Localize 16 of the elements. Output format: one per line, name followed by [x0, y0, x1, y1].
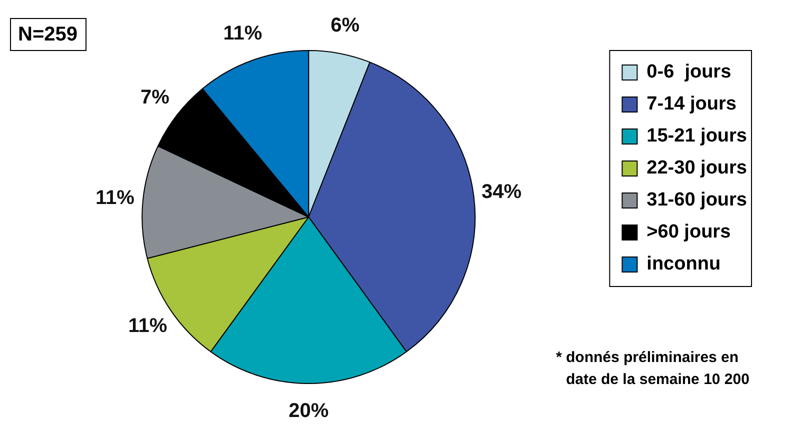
legend-label: 15-21 jours [646, 126, 748, 147]
legend-label: 22-30 jours [646, 158, 748, 179]
text: * donnés préliminaires en date de la semaine 10 200 [556, 349, 750, 388]
data-label: 6% [330, 14, 360, 36]
data-label: 11% [95, 187, 135, 210]
data-label: 11% [128, 314, 168, 337]
data-label: 20% [288, 400, 329, 422]
legend-label: inconnu [646, 254, 721, 275]
data-label: 7% [140, 86, 170, 108]
data-label: 34% [482, 181, 522, 204]
data-label: 11% [223, 22, 262, 45]
legend-label: 31-60 jours [646, 190, 748, 211]
legend-label: >60 jours [646, 222, 731, 243]
legend-label: 0-6 jours [646, 62, 732, 83]
text: N=259 [18, 24, 78, 46]
legend-label: 7-14 jours [646, 94, 736, 115]
